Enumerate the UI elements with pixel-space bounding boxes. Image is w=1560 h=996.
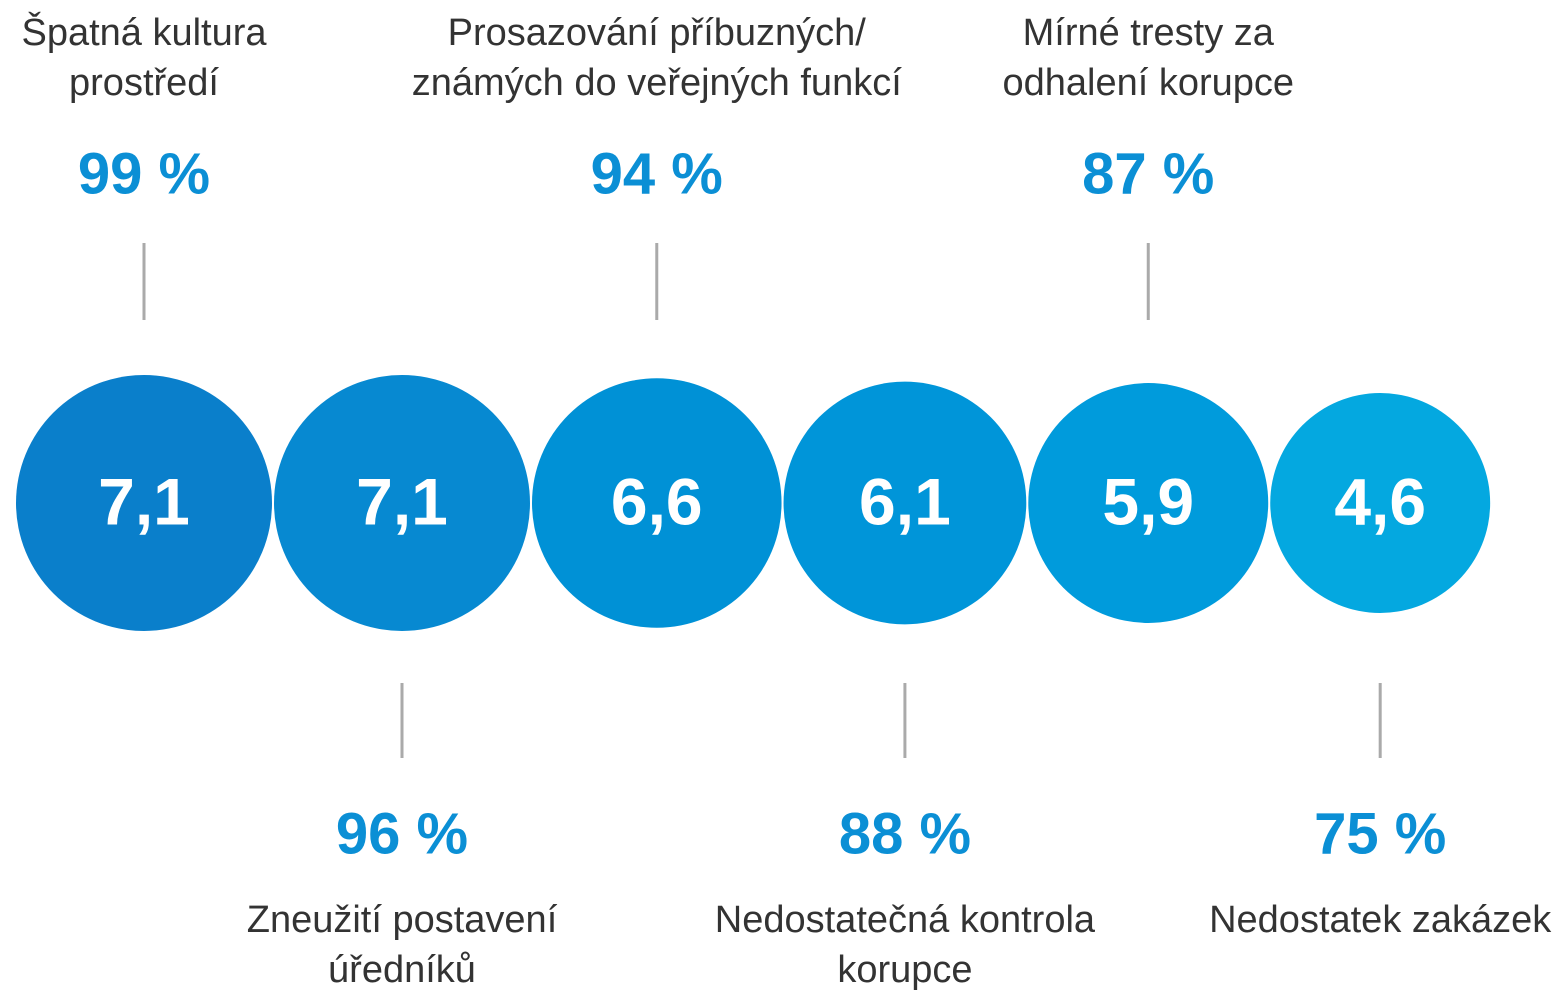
bubble [532,378,782,628]
share: 88 % [839,801,971,866]
category-label: Nedostatek zakázek [1209,899,1552,941]
bubble-value: 7,1 [98,464,190,538]
category-label: Zneužití postavení [247,899,558,941]
bubble-value: 6,1 [859,464,951,538]
bubble [274,375,530,631]
category-label: známých do veřejných funkcí [412,62,902,104]
bubble [783,381,1027,625]
bubble-value: 7,1 [356,464,448,538]
bubble-value: 4,6 [1334,464,1426,538]
category-label: Nedostatečná kontrola [715,899,1096,941]
share: 87 % [1082,141,1214,206]
category-label: prostředí [69,62,219,104]
category-label: korupce [837,949,972,991]
bubble-value: 6,6 [611,464,703,538]
category-label: Mírné tresty za [1023,12,1275,54]
share: 75 % [1314,801,1446,866]
category-label: Prosazování příbuzných/ [448,12,867,54]
category-label: odhalení korupce [1002,62,1294,104]
bubble [1270,393,1491,613]
bubble [16,375,272,631]
category-label: Špatná kultura [21,10,267,54]
category-label: úředníků [328,949,476,991]
share: 96 % [336,801,468,866]
bubble [1028,383,1269,623]
share: 94 % [591,141,723,206]
share: 99 % [78,141,210,206]
bubble-value: 5,9 [1102,464,1194,538]
